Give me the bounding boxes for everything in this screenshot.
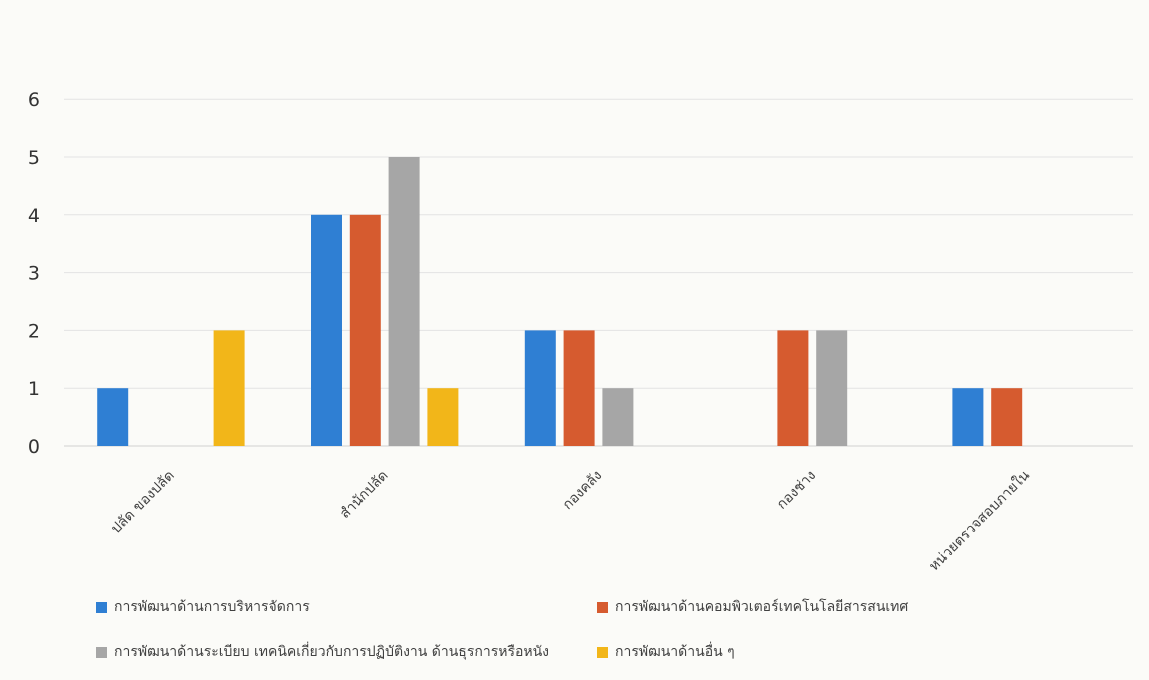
legend-swatch: [96, 646, 107, 658]
legend-label: การพัฒนาด้านอื่น ๆ: [615, 644, 735, 660]
legend-label: การพัฒนาด้านระเบียบ เทคนิคเกี่ยวกับการปฏ…: [114, 644, 550, 660]
y-tick-label: 2: [28, 320, 40, 342]
x-tick-label: สำนักปลัด: [337, 468, 391, 522]
legend-item: การพัฒนาด้านอื่น ๆ: [597, 641, 735, 663]
legend-swatch: [597, 601, 608, 613]
y-tick-label: 5: [28, 147, 40, 169]
y-tick-label: 6: [28, 89, 40, 111]
legend-row: การพัฒนาด้านการบริหารจัดการ การพัฒนาด้าน…: [0, 596, 1149, 620]
bar: [816, 330, 848, 446]
bar: [427, 388, 459, 446]
legend-item: การพัฒนาด้านคอมพิวเตอร์เทคโนโลยีสารสนเทศ: [597, 596, 908, 618]
y-tick-label: 4: [28, 205, 40, 227]
y-tick-label: 3: [28, 263, 40, 285]
bar-chart-plot: 0 1 2 3 4 5 6 ปลัด ของปลัด สำนักปลัด กองคลัง กองช่…: [28, 89, 1133, 575]
legend-row: การพัฒนาด้านระเบียบ เทคนิคเกี่ยวกับการปฏ…: [0, 641, 1149, 665]
bar: [213, 330, 245, 446]
bar: [349, 214, 381, 446]
bar: [524, 330, 556, 446]
legend-label: การพัฒนาด้านการบริหารจัดการ: [114, 599, 310, 615]
bar: [777, 330, 809, 446]
bar: [602, 388, 634, 446]
legend-swatch: [597, 646, 608, 658]
legend-item: การพัฒนาด้านการบริหารจัดการ: [96, 596, 310, 618]
bar: [388, 157, 420, 446]
bar: [952, 388, 984, 446]
bar: [97, 388, 129, 446]
bar: [991, 388, 1023, 446]
bar: [311, 214, 342, 446]
legend-label: การพัฒนาด้านคอมพิวเตอร์เทคโนโลยีสารสนเทศ: [615, 599, 909, 615]
x-tick-label: ปลัด ของปลัด: [108, 468, 178, 538]
bar: [563, 330, 595, 446]
x-tick-label: กองคลัง: [560, 468, 606, 514]
y-tick-label: 1: [28, 378, 40, 400]
legend-swatch: [96, 601, 107, 613]
y-tick-label: 0: [28, 436, 40, 458]
legend-item: การพัฒนาด้านระเบียบ เทคนิคเกี่ยวกับการปฏ…: [96, 641, 549, 663]
x-tick-label: กองช่าง: [774, 468, 819, 513]
x-tick-label: หน่วยตรวจสอบภายใน: [925, 467, 1033, 575]
